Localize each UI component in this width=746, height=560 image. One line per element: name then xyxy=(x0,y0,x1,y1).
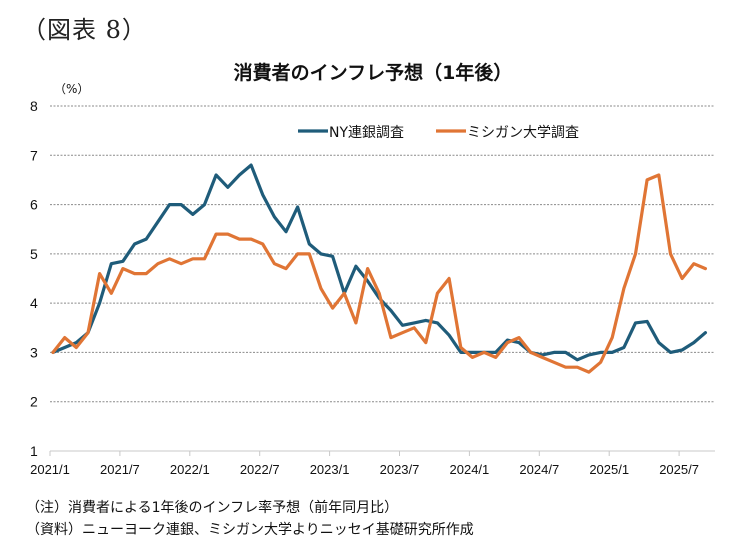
y-tick-label: 3 xyxy=(30,344,38,360)
y-tick-label: 2 xyxy=(30,394,38,410)
figure-label: （図表 8） xyxy=(22,16,147,44)
legend-label: ミシガン大学調査 xyxy=(467,125,579,141)
y-tick-label: 5 xyxy=(30,246,38,262)
y-tick-label: 4 xyxy=(30,295,38,311)
x-tick-label: 2024/7 xyxy=(519,462,559,477)
x-axis: 2021/1 2021/7 2022/1 2022/7 2023/1 2023/7 2024… xyxy=(30,450,715,477)
x-tick-label: 2023/1 xyxy=(310,462,350,477)
y-axis-ticks: 1 2 3 4 5 6 7 8 xyxy=(30,98,38,459)
y-axis-unit-label: （%） xyxy=(54,82,90,96)
x-tick-label: 2022/1 xyxy=(170,462,210,477)
legend: NY連銀調査 ミシガン大学調査 xyxy=(298,125,579,141)
x-tick-label: 2022/7 xyxy=(240,462,280,477)
chart-source: （資料）ニューヨーク連銀、ミシガン大学よりニッセイ基礎研究所作成 xyxy=(26,522,474,538)
series-line-michigan xyxy=(51,173,708,374)
x-tick-label: 2024/1 xyxy=(450,462,490,477)
series-line-ny-fed xyxy=(51,163,708,362)
x-tick-label: 2025/7 xyxy=(659,462,699,477)
y-tick-label: 8 xyxy=(30,98,38,114)
chart-title: 消費者のインフレ予想（1年後） xyxy=(233,62,513,84)
y-tick-label: 6 xyxy=(30,197,38,213)
x-tick-label: 2023/7 xyxy=(380,462,420,477)
y-tick-label: 1 xyxy=(30,443,38,459)
x-tick-label: 2021/7 xyxy=(100,462,140,477)
x-tick-label: 2021/1 xyxy=(30,462,70,477)
y-tick-label: 7 xyxy=(30,147,38,163)
series-lines xyxy=(51,163,708,374)
x-tick-label: 2025/1 xyxy=(589,462,629,477)
gridlines xyxy=(50,105,715,403)
legend-label: NY連銀調査 xyxy=(329,125,404,141)
chart-note: （注）消費者による1年後のインフレ率予想（前年同月比） xyxy=(26,500,399,516)
